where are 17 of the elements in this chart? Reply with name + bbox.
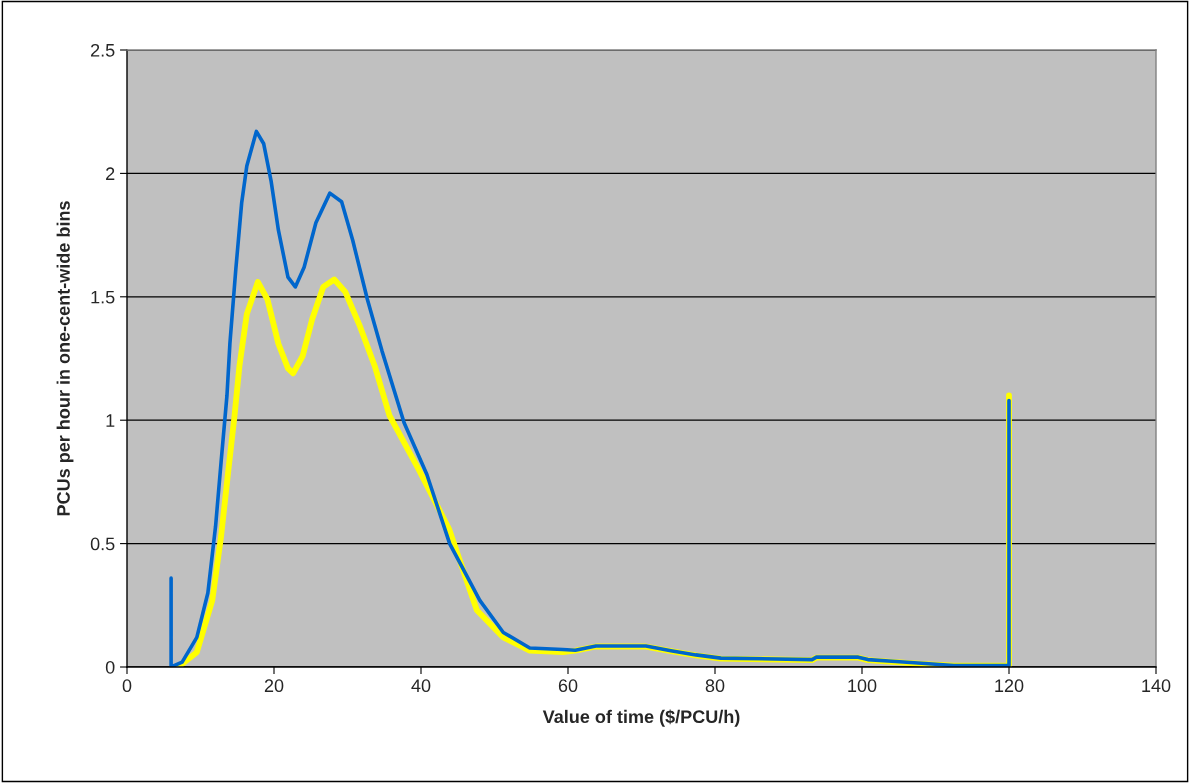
x-tick-label: 120 [995,679,1024,693]
x-tick-label: 40 [411,679,431,693]
y-tick-label: 0 [105,660,115,674]
y-tick-label: 2 [106,167,115,180]
line-series [169,129,1011,667]
x-tick-label: 60 [558,679,578,693]
y-tick-label: 2.5 [91,43,115,57]
x-tick-label: 20 [264,679,284,693]
y-tick-label: 1.5 [91,290,115,304]
y-tick-label: 0.5 [90,537,115,551]
x-tick-label: 0 [122,679,132,693]
x-tick-label: 140 [1142,679,1171,693]
y-tick-label: 1 [106,414,115,427]
x-tick-label: 100 [848,679,877,693]
y-axis-title: PCUs per hour in one-cent-wide bins [56,201,74,516]
x-axis-title: Value of time ($/PCU/h) [542,709,740,727]
x-tick-label: 80 [705,679,725,693]
